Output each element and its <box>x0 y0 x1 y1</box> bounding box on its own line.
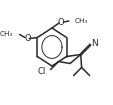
Text: CH₃: CH₃ <box>0 30 13 37</box>
Text: N: N <box>90 39 97 48</box>
Text: Cl: Cl <box>37 67 46 76</box>
Text: CH₃: CH₃ <box>74 18 88 24</box>
Text: O: O <box>57 18 64 26</box>
Text: O: O <box>24 34 31 43</box>
